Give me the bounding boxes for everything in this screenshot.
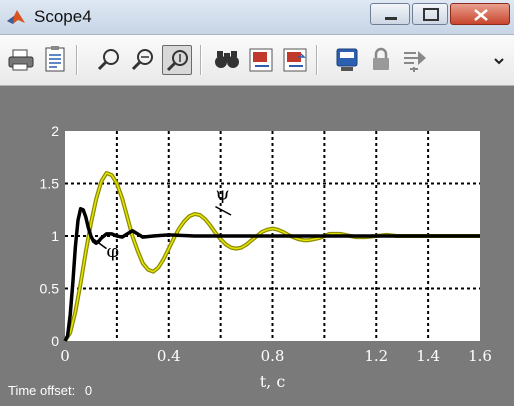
toolbar-separator [76, 45, 78, 75]
y-tick-label: 1.5 [40, 176, 60, 192]
lock-axes-button[interactable] [366, 45, 396, 75]
save-axes-icon [249, 48, 273, 72]
x-tick-label: 0.8 [261, 347, 285, 365]
status-bar: Time offset: 0 [8, 383, 98, 398]
restore-axes-button[interactable] [280, 45, 310, 75]
x-axis-label: t, c [260, 372, 286, 391]
x-tick-label: 1.4 [416, 347, 440, 365]
x-tick-label: 0 [60, 347, 70, 365]
title-bar[interactable]: Scope4 [0, 0, 514, 35]
print-icon [8, 49, 34, 71]
zoom-y-icon [166, 50, 188, 72]
time-offset-label: Time offset: [8, 383, 76, 398]
series-annotation: φ [107, 241, 120, 262]
save-axes-button[interactable] [246, 45, 276, 75]
scope-plot[interactable]: 0 0.4 0.8 1.2 1.4 1.6 0 0.5 1 1.5 2 ψ φ t, c [0, 86, 514, 406]
parameters-button[interactable] [40, 45, 70, 75]
x-tick-label: 1.6 [468, 347, 492, 365]
maximize-icon [423, 8, 439, 21]
close-icon [474, 9, 488, 21]
zoom-x-button[interactable] [128, 45, 158, 75]
scope-toolbar [0, 35, 514, 86]
lock-axes-icon [373, 47, 389, 70]
series-annotation: ψ [215, 183, 229, 204]
phi-leader-line [93, 238, 107, 250]
signal-selection-icon [404, 51, 426, 72]
print-button[interactable] [6, 45, 36, 75]
y-tick-label: 0 [51, 333, 59, 349]
time-offset-value: 0 [84, 383, 93, 398]
window-title: Scope4 [34, 7, 92, 26]
maximize-button[interactable] [412, 3, 448, 25]
matlab-icon [7, 10, 25, 24]
zoom-y-button[interactable] [162, 45, 192, 75]
restore-axes-icon [283, 48, 307, 72]
series-phi-line [63, 206, 480, 342]
zoom-icon [97, 49, 119, 71]
floating-scope-icon [336, 48, 358, 71]
toolbar-separator [316, 45, 318, 75]
autoscale-icon [215, 51, 239, 68]
toolbar-separator [200, 45, 202, 75]
autoscale-button[interactable] [212, 45, 242, 75]
psi-leader-line [215, 205, 232, 216]
y-tick-label: 2 [51, 123, 59, 139]
toolbar-overflow-button[interactable] [490, 45, 510, 75]
x-tick-label: 1.2 [364, 347, 388, 365]
signal-selection-button[interactable] [400, 45, 430, 75]
minimize-button[interactable] [370, 3, 410, 25]
chevron-overflow-icon [494, 58, 504, 65]
close-button[interactable] [450, 3, 510, 25]
parameters-icon [45, 46, 65, 72]
y-tick-label: 0.5 [40, 281, 60, 297]
zoom-button[interactable] [94, 45, 124, 75]
minimize-icon [385, 17, 397, 20]
y-tick-label: 1 [51, 228, 59, 244]
x-tick-label: 0.4 [157, 347, 181, 365]
zoom-x-icon [131, 49, 153, 71]
floating-scope-button[interactable] [332, 45, 362, 75]
